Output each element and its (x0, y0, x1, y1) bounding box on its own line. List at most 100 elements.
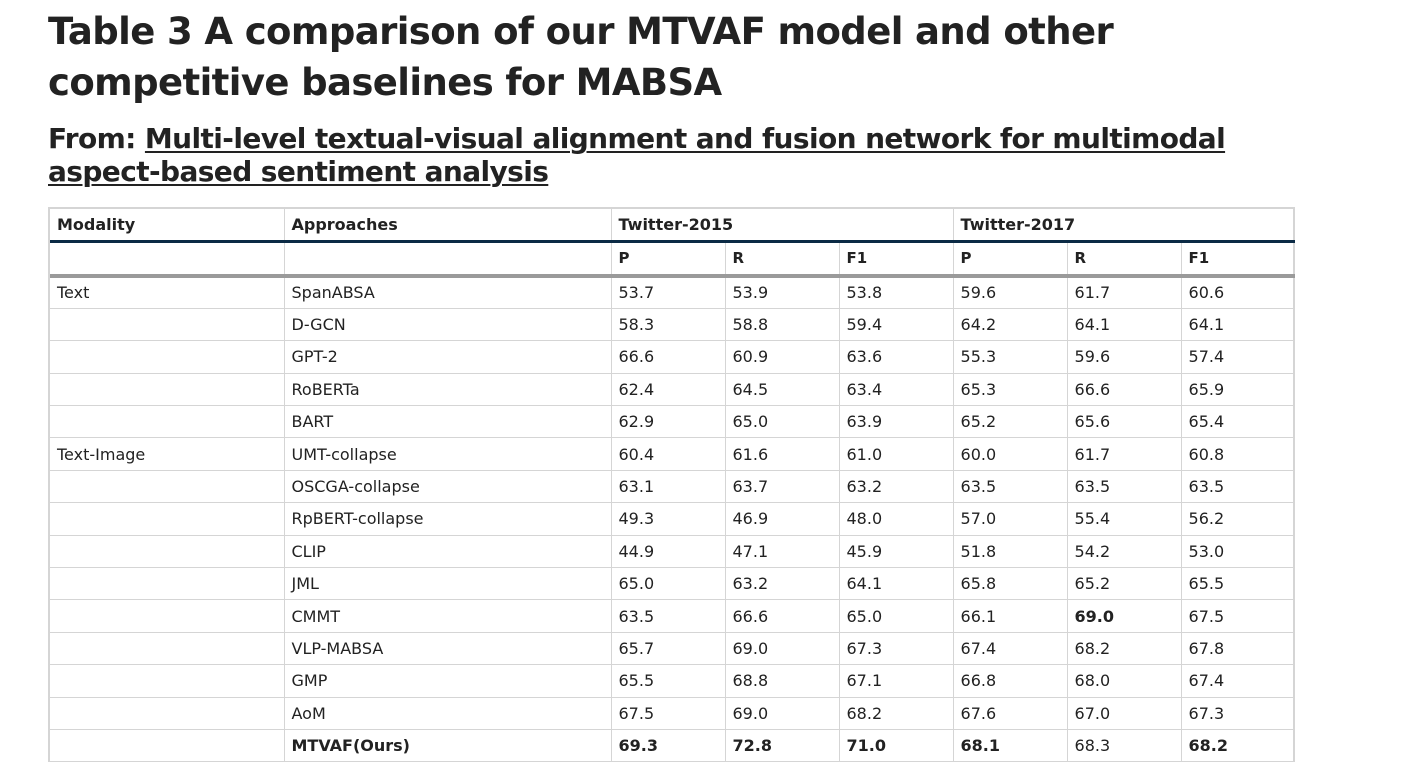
value-cell-2017-p: 64.2 (953, 308, 1068, 342)
modality-cell: Text-Image (50, 437, 285, 471)
value-cell-2017-f1: 67.3 (1181, 697, 1296, 730)
value-cell-2015-f1: 65.0 (839, 599, 954, 633)
value-cell-2015-r: 68.8 (725, 664, 840, 698)
value-cell-2015-f1: 67.3 (839, 632, 954, 666)
modality-cell (50, 535, 285, 569)
table-row: RoBERTa 62.4 64.5 63.4 65.3 66.6 65.9 (50, 373, 1296, 407)
approach-cell: GMP (284, 664, 612, 698)
value-cell-2017-r: 68.0 (1067, 664, 1182, 698)
value-cell-2017-p: 59.6 (953, 276, 1068, 309)
header-approaches: Approaches (284, 209, 612, 243)
table-row: VLP-MABSA 65.7 69.0 67.3 67.4 68.2 67.8 (50, 632, 1296, 666)
value-cell-2017-r: 54.2 (1067, 535, 1182, 569)
value-cell-2017-f1: 67.8 (1181, 632, 1296, 666)
value-cell-2017-f1: 64.1 (1181, 308, 1296, 342)
value-cell-2015-f1: 63.9 (839, 405, 954, 439)
value-cell-2017-r: 66.6 (1067, 373, 1182, 407)
table-row: RpBERT-collapse 49.3 46.9 48.0 57.0 55.4 56.2 (50, 502, 1296, 536)
header-2017-f1: F1 (1181, 241, 1296, 278)
value-cell-2017-p: 67.6 (953, 697, 1068, 730)
value-cell-2017-p: 68.1 (953, 729, 1068, 763)
modality-cell (50, 405, 285, 439)
value-cell-2015-p: 65.7 (611, 632, 726, 666)
approach-cell: D-GCN (284, 308, 612, 342)
header-2017-recall: R (1067, 241, 1182, 278)
value-cell-2015-f1: 61.0 (839, 437, 954, 471)
value-cell-2017-p: 67.4 (953, 632, 1068, 666)
value-cell-2015-r: 66.6 (725, 599, 840, 633)
value-cell-2015-f1: 63.6 (839, 340, 954, 374)
value-cell-2015-f1: 64.1 (839, 567, 954, 601)
value-cell-2015-p: 53.7 (611, 276, 726, 309)
value-cell-2015-f1: 71.0 (839, 729, 954, 763)
value-cell-2017-f1: 63.5 (1181, 470, 1296, 504)
value-cell-2017-r: 63.5 (1067, 470, 1182, 504)
header-2017-precision: P (953, 241, 1068, 278)
value-cell-2015-f1: 59.4 (839, 308, 954, 342)
value-cell-2015-r: 58.8 (725, 308, 840, 342)
value-cell-2015-p: 65.0 (611, 567, 726, 601)
value-cell-2015-p: 63.1 (611, 470, 726, 504)
value-cell-2015-r: 69.0 (725, 632, 840, 666)
value-cell-2015-p: 67.5 (611, 697, 726, 730)
modality-cell (50, 729, 285, 763)
page-title: Table 3 A comparison of our MTVAF model … (48, 10, 1114, 104)
value-cell-2015-f1: 63.2 (839, 470, 954, 504)
table-row: BART 62.9 65.0 63.9 65.2 65.6 65.4 (50, 405, 1296, 439)
approach-cell: BART (284, 405, 612, 439)
value-cell-2015-r: 63.2 (725, 567, 840, 601)
value-cell-2017-p: 51.8 (953, 535, 1068, 569)
header-row-metrics: P R F1 P R F1 (50, 241, 1296, 278)
source-article-link[interactable]: Multi-level textual-visual alignment and… (48, 122, 1226, 188)
value-cell-2017-f1: 57.4 (1181, 340, 1296, 374)
value-cell-2015-p: 63.5 (611, 599, 726, 633)
header-2015-precision: P (611, 241, 726, 278)
value-cell-2015-p: 62.9 (611, 405, 726, 439)
value-cell-2017-r: 61.7 (1067, 276, 1182, 309)
modality-cell (50, 373, 285, 407)
value-cell-2015-f1: 45.9 (839, 535, 954, 569)
value-cell-2017-f1: 67.4 (1181, 664, 1296, 698)
value-cell-2015-r: 63.7 (725, 470, 840, 504)
table-row: D-GCN 58.3 58.8 59.4 64.2 64.1 64.1 (50, 308, 1296, 342)
approach-cell: OSCGA-collapse (284, 470, 612, 504)
header-modality: Modality (50, 209, 285, 243)
value-cell-2015-p: 65.5 (611, 664, 726, 698)
modality-cell (50, 697, 285, 730)
value-cell-2017-r: 64.1 (1067, 308, 1182, 342)
value-cell-2017-f1: 65.9 (1181, 373, 1296, 407)
approach-cell: RoBERTa (284, 373, 612, 407)
approach-cell: GPT-2 (284, 340, 612, 374)
approach-cell: CLIP (284, 535, 612, 569)
value-cell-2017-r: 68.2 (1067, 632, 1182, 666)
value-cell-2017-f1: 65.4 (1181, 405, 1296, 439)
table-row: Text SpanABSA 53.7 53.9 53.8 59.6 61.7 60.6 (50, 276, 1296, 309)
value-cell-2017-r: 55.4 (1067, 502, 1182, 536)
approach-cell: CMMT (284, 599, 612, 633)
value-cell-2017-r: 67.0 (1067, 697, 1182, 730)
value-cell-2015-r: 64.5 (725, 373, 840, 407)
value-cell-2015-p: 69.3 (611, 729, 726, 763)
approach-cell: VLP-MABSA (284, 632, 612, 666)
header-twitter-2017: Twitter-2017 (953, 209, 1296, 243)
value-cell-2015-f1: 53.8 (839, 276, 954, 309)
value-cell-2017-p: 66.8 (953, 664, 1068, 698)
table-row: JML 65.0 63.2 64.1 65.8 65.2 65.5 (50, 567, 1296, 601)
value-cell-2017-p: 63.5 (953, 470, 1068, 504)
comparison-table: Modality Approaches Twitter-2015 Twitter… (50, 209, 1296, 763)
value-cell-2015-p: 60.4 (611, 437, 726, 471)
modality-cell (50, 502, 285, 536)
modality-cell (50, 632, 285, 666)
value-cell-2017-f1: 65.5 (1181, 567, 1296, 601)
table-row: GPT-2 66.6 60.9 63.6 55.3 59.6 57.4 (50, 340, 1296, 374)
approach-cell: SpanABSA (284, 276, 612, 309)
header-2015-f1: F1 (839, 241, 954, 278)
value-cell-2017-f1: 68.2 (1181, 729, 1296, 763)
source-article-line: From: Multi-level textual-visual alignme… (48, 122, 1298, 188)
value-cell-2015-p: 58.3 (611, 308, 726, 342)
value-cell-2017-r: 65.6 (1067, 405, 1182, 439)
value-cell-2015-p: 62.4 (611, 373, 726, 407)
value-cell-2015-r: 69.0 (725, 697, 840, 730)
approach-cell: JML (284, 567, 612, 601)
table-header: Modality Approaches Twitter-2015 Twitter… (50, 209, 1296, 278)
